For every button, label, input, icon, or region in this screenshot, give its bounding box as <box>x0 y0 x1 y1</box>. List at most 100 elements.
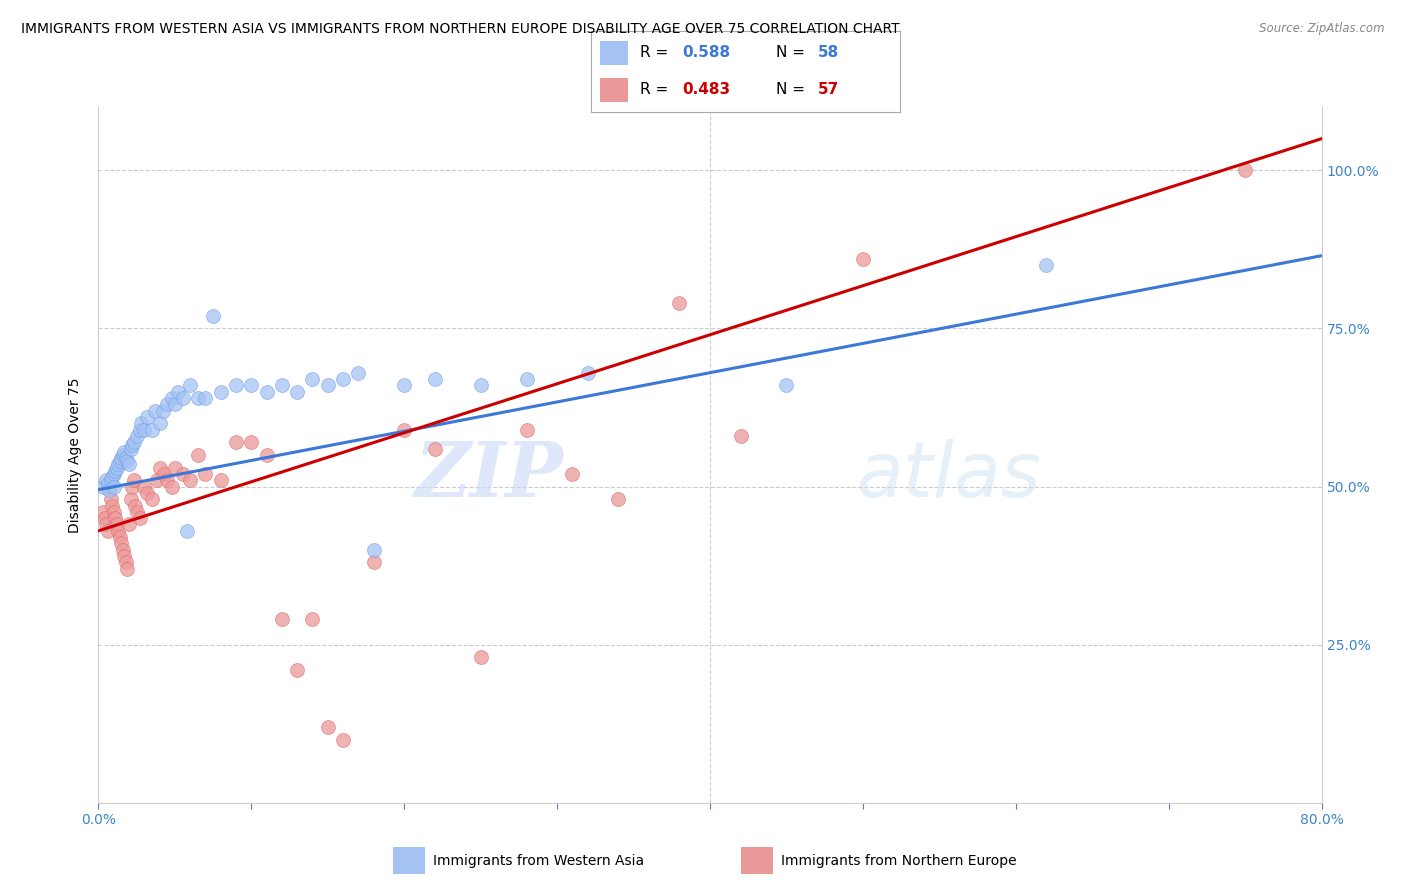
Point <box>668 296 690 310</box>
Point <box>117 562 139 576</box>
Point <box>120 442 142 456</box>
Point <box>97 476 120 491</box>
Point <box>730 429 752 443</box>
Point <box>332 732 354 747</box>
Point <box>104 464 127 478</box>
Point <box>256 448 278 462</box>
Point <box>363 542 385 557</box>
Point <box>363 556 385 570</box>
FancyBboxPatch shape <box>741 847 773 874</box>
Text: Immigrants from Northern Europe: Immigrants from Northern Europe <box>782 854 1017 868</box>
Point <box>607 492 630 507</box>
Point <box>141 492 163 507</box>
Point <box>143 403 166 417</box>
Point <box>576 366 599 380</box>
Point <box>270 612 292 626</box>
FancyBboxPatch shape <box>600 41 627 65</box>
Point <box>153 467 176 481</box>
Y-axis label: Disability Age Over 75: Disability Age Over 75 <box>69 377 83 533</box>
Point <box>128 423 150 437</box>
Point <box>194 391 217 405</box>
Point <box>516 423 538 437</box>
Point <box>105 460 128 475</box>
Point <box>775 378 797 392</box>
Point <box>101 470 124 484</box>
Point <box>128 511 150 525</box>
Text: Immigrants from Western Asia: Immigrants from Western Asia <box>433 854 644 868</box>
Point <box>225 435 247 450</box>
Point <box>256 384 278 399</box>
Point <box>105 517 128 532</box>
Point <box>104 511 127 525</box>
Text: 58: 58 <box>818 45 839 61</box>
Point <box>124 499 146 513</box>
Point <box>98 483 121 497</box>
FancyBboxPatch shape <box>394 847 425 874</box>
Point <box>156 473 179 487</box>
Point <box>316 378 339 392</box>
Point <box>100 492 122 507</box>
Text: R =: R = <box>640 82 673 97</box>
Point <box>117 454 139 468</box>
Text: 0.588: 0.588 <box>682 45 730 61</box>
Point <box>1035 258 1057 272</box>
Point <box>187 391 209 405</box>
Point <box>112 444 135 458</box>
Point <box>301 372 323 386</box>
Point <box>152 403 174 417</box>
Point <box>172 467 194 481</box>
Point <box>392 378 416 392</box>
Point <box>316 720 339 734</box>
Point <box>134 479 156 493</box>
Point <box>111 448 134 462</box>
Point <box>97 524 120 538</box>
Point <box>561 467 583 481</box>
Point <box>179 378 201 392</box>
Point <box>118 458 141 472</box>
Point <box>423 442 446 456</box>
Point <box>145 473 167 487</box>
Point <box>122 473 145 487</box>
Point <box>301 612 323 626</box>
Point <box>163 397 186 411</box>
Point <box>179 473 201 487</box>
Text: 57: 57 <box>818 82 839 97</box>
Point <box>93 511 115 525</box>
Point <box>470 378 492 392</box>
Point <box>107 458 129 472</box>
Point <box>136 409 159 424</box>
Point <box>101 499 124 513</box>
Point <box>160 479 183 493</box>
Point <box>225 378 247 392</box>
Point <box>125 429 148 443</box>
Point <box>172 391 194 405</box>
Point <box>91 479 114 493</box>
Point <box>176 524 198 538</box>
Point <box>285 663 308 677</box>
Point <box>110 451 132 466</box>
Point <box>129 417 152 431</box>
Point <box>100 473 122 487</box>
Point <box>392 423 416 437</box>
Point <box>121 438 143 452</box>
Point <box>120 492 142 507</box>
Point <box>118 517 141 532</box>
Point <box>209 473 232 487</box>
Point <box>202 309 225 323</box>
Point <box>194 467 217 481</box>
Point <box>103 479 125 493</box>
Point <box>167 384 190 399</box>
Text: atlas: atlas <box>856 439 1042 513</box>
Text: R =: R = <box>640 45 673 61</box>
Point <box>107 524 129 538</box>
Point <box>187 448 209 462</box>
Text: N =: N = <box>776 82 810 97</box>
Text: N =: N = <box>776 45 810 61</box>
Point <box>115 556 138 570</box>
Point <box>108 454 131 468</box>
Point <box>103 467 125 481</box>
Point <box>103 505 125 519</box>
Point <box>160 391 183 405</box>
Point <box>112 549 135 563</box>
Point <box>240 435 263 450</box>
